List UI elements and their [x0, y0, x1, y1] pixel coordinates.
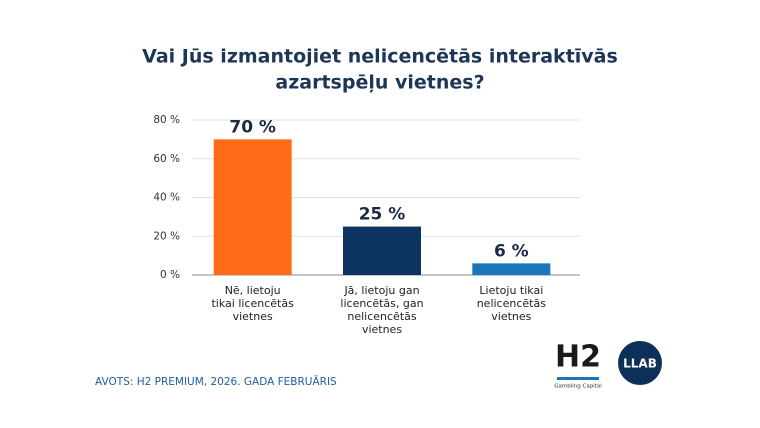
bar — [472, 263, 551, 275]
x-tick-label: Jā, lietoju gan — [343, 284, 419, 297]
source-note: AVOTS: H2 PREMIUM, 2026. GADA FEBRUĀRIS — [95, 375, 337, 388]
y-tick-label: 80 % — [153, 114, 180, 126]
x-tick-label: Lietoju tikai — [479, 284, 543, 297]
y-tick-label: 60 % — [153, 153, 180, 165]
y-tick-label: 40 % — [153, 192, 180, 204]
chart-title: azartspēļu vietnes? — [275, 72, 484, 94]
x-tick-label: nelicencētās — [477, 297, 547, 310]
value-label: 70 % — [229, 117, 276, 137]
x-tick-label: tikai licencētās — [211, 297, 294, 310]
h2-logo: H2 — [555, 340, 601, 375]
llab-logo-circle — [618, 341, 662, 385]
x-tick-label: nelicencētās — [347, 310, 417, 323]
chart-title: Vai Jūs izmantojiet nelicencētās interak… — [142, 46, 618, 68]
x-tick-label: vietnes — [233, 310, 273, 323]
bar — [213, 139, 292, 275]
llab-logo: LLAB — [623, 357, 657, 371]
y-tick-label: 20 % — [153, 230, 180, 242]
value-label: 25 % — [359, 205, 406, 225]
value-label: 6 % — [494, 241, 529, 261]
bar — [343, 226, 421, 275]
x-tick-label: vietnes — [362, 323, 402, 336]
y-tick-label: 0 % — [160, 269, 180, 281]
x-tick-label: licencētās, gan — [340, 297, 423, 310]
x-tick-label: Nē, lietoju — [225, 284, 281, 297]
x-tick-label: vietnes — [491, 310, 531, 323]
h2-logo-sub: Gambling Capital — [554, 384, 602, 390]
h2-logo-bar — [557, 377, 599, 380]
